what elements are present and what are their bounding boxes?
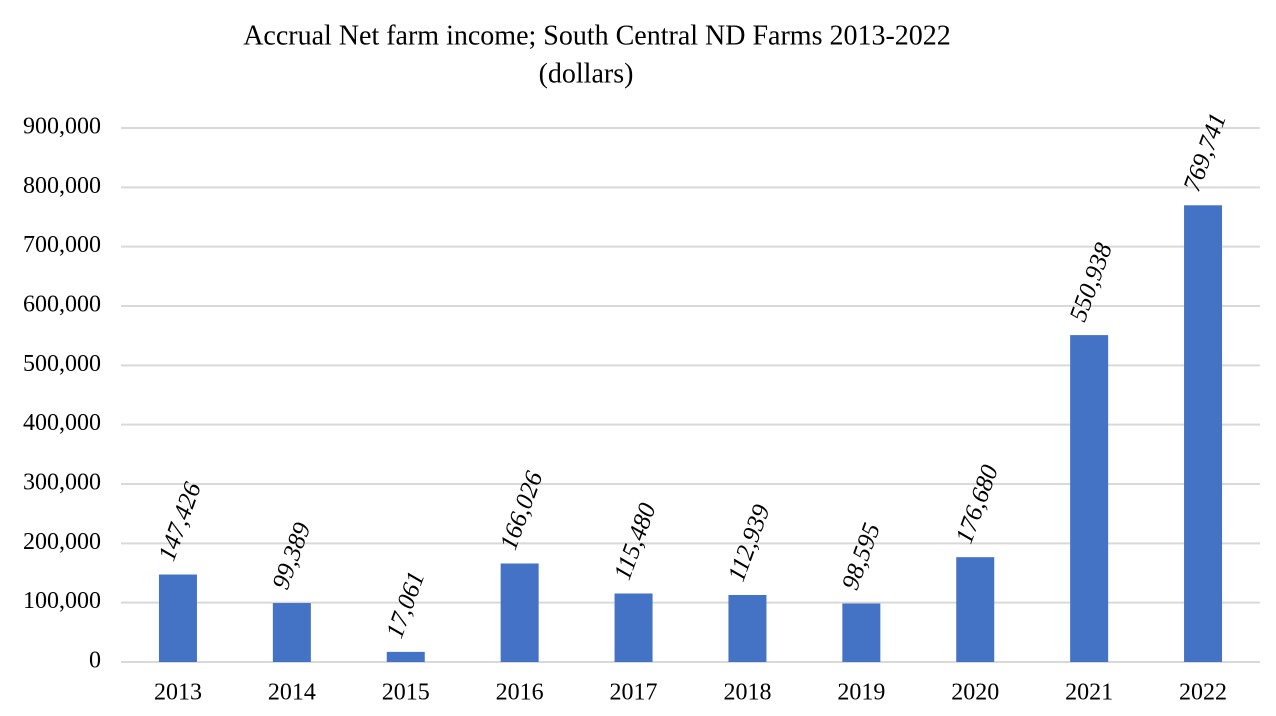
bar — [1070, 335, 1109, 662]
x-tick-label: 2022 — [1179, 680, 1227, 706]
x-tick-label: 2020 — [951, 680, 999, 706]
x-tick-label: 2014 — [268, 680, 316, 706]
y-tick-label: 300,000 — [23, 470, 101, 496]
x-tick-label: 2016 — [496, 680, 544, 706]
bar — [386, 651, 425, 662]
data-label: 98,595 — [837, 520, 886, 594]
data-label: 550,938 — [1065, 239, 1118, 325]
y-tick-label: 400,000 — [23, 410, 101, 436]
y-tick-label: 200,000 — [23, 529, 101, 555]
bar — [500, 563, 539, 662]
chart-subtitle: (dollars) — [539, 58, 634, 89]
data-label: 769,741 — [1179, 110, 1232, 196]
data-label: 17,061 — [381, 568, 430, 642]
x-tick-label: 2013 — [154, 680, 202, 706]
data-label: 166,026 — [495, 467, 548, 553]
bar — [272, 603, 311, 662]
y-tick-label: 0 — [89, 648, 101, 674]
y-tick-label: 600,000 — [23, 292, 101, 318]
bar — [728, 594, 767, 662]
data-label: 176,680 — [951, 461, 1004, 547]
y-tick-label: 100,000 — [23, 588, 101, 614]
x-tick-label: 2018 — [723, 680, 771, 706]
bar — [158, 574, 197, 662]
y-tick-label: 700,000 — [23, 232, 101, 258]
y-tick-label: 900,000 — [23, 114, 101, 140]
bar — [1184, 205, 1223, 663]
y-tick-label: 500,000 — [23, 351, 101, 377]
x-tick-label: 2021 — [1065, 680, 1113, 706]
bar — [614, 593, 653, 662]
bar — [842, 603, 881, 662]
x-tick-label: 2019 — [837, 680, 885, 706]
x-tick-label: 2017 — [610, 680, 658, 706]
data-label: 115,480 — [609, 499, 662, 583]
bar — [956, 557, 995, 662]
data-label: 99,389 — [268, 519, 317, 593]
data-label: 147,426 — [154, 478, 207, 564]
x-tick-label: 2015 — [382, 680, 430, 706]
chart-title: Accrual Net farm income; South Central N… — [243, 20, 951, 51]
y-tick-label: 800,000 — [23, 173, 101, 199]
